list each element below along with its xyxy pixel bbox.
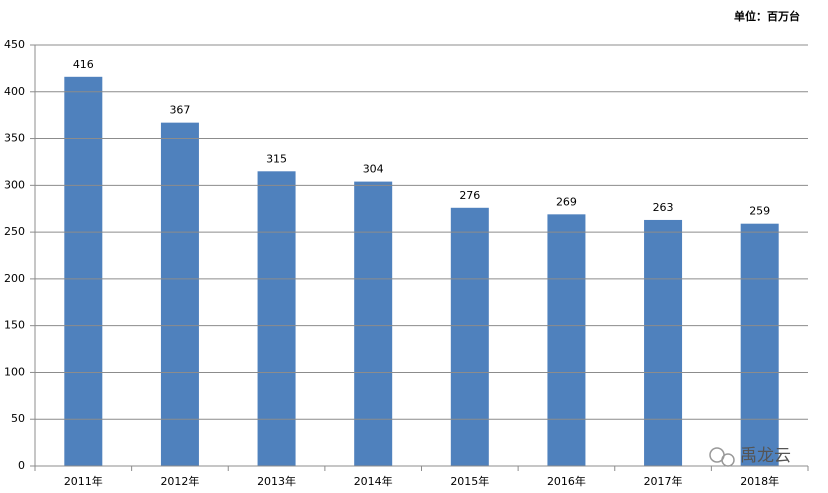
x-tick-label: 2018年	[740, 474, 779, 488]
data-label: 259	[749, 205, 770, 218]
y-tick-label: 50	[11, 412, 25, 425]
data-label: 304	[363, 163, 384, 176]
x-tick-label: 2016年	[547, 474, 586, 488]
watermark: 禹龙云	[740, 446, 791, 466]
data-label: 416	[73, 58, 94, 71]
bar	[644, 219, 683, 466]
bar	[64, 76, 103, 466]
data-label: 367	[169, 104, 190, 117]
y-tick-label: 100	[4, 365, 25, 378]
x-tick-label: 2011年	[64, 474, 103, 488]
unit-label: 单位：百万台	[734, 9, 800, 23]
data-label: 315	[266, 152, 287, 165]
y-tick-label: 400	[4, 85, 25, 98]
y-tick-label: 300	[4, 178, 25, 191]
y-tick-label: 0	[18, 459, 25, 472]
y-tick-label: 250	[4, 225, 25, 238]
bar	[450, 207, 489, 466]
bar	[740, 223, 779, 466]
x-tick-label: 2015年	[450, 474, 489, 488]
x-tick-label: 2012年	[160, 474, 199, 488]
bar	[257, 171, 296, 467]
y-tick-label: 200	[4, 272, 25, 285]
x-tick-label: 2017年	[644, 474, 683, 488]
data-label: 263	[653, 201, 674, 214]
bar	[547, 214, 586, 466]
bar	[354, 181, 393, 466]
y-tick-label: 350	[4, 132, 25, 145]
x-tick-label: 2013年	[257, 474, 296, 488]
data-label: 269	[556, 195, 577, 208]
x-tick-label: 2014年	[354, 474, 393, 488]
watermark-icon	[709, 447, 735, 467]
data-label: 276	[459, 189, 480, 202]
y-tick-label: 450	[4, 38, 25, 51]
y-tick-label: 150	[4, 319, 25, 332]
bar	[160, 122, 199, 466]
